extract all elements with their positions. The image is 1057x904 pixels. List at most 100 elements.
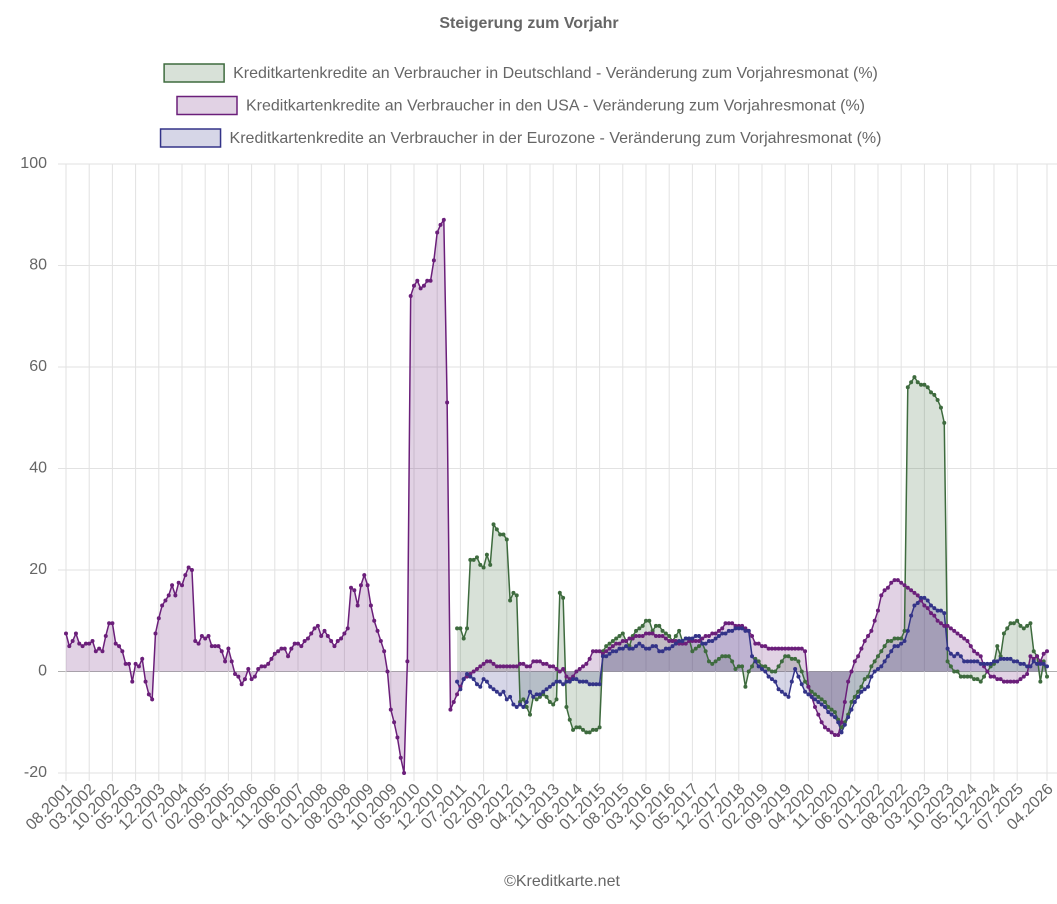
data-point xyxy=(1011,679,1016,684)
data-point xyxy=(209,644,214,649)
data-point xyxy=(474,682,479,687)
data-point xyxy=(342,631,347,636)
data-point xyxy=(279,646,284,651)
data-point xyxy=(362,573,367,578)
data-point xyxy=(849,669,854,674)
data-point xyxy=(126,661,131,666)
data-point xyxy=(690,636,695,641)
data-point xyxy=(929,603,934,608)
data-point xyxy=(647,618,652,623)
data-point xyxy=(1018,623,1023,628)
data-point xyxy=(345,626,350,631)
data-point xyxy=(90,639,95,644)
data-point xyxy=(829,712,834,717)
data-point xyxy=(1035,654,1040,659)
data-point xyxy=(481,677,486,682)
data-point xyxy=(488,562,493,567)
data-point xyxy=(561,595,566,600)
y-tick-label: 100 xyxy=(20,155,47,172)
data-point xyxy=(299,644,304,649)
data-point xyxy=(614,636,619,641)
data-point xyxy=(813,692,818,697)
data-point xyxy=(378,639,383,644)
data-point xyxy=(872,618,877,623)
data-point xyxy=(872,669,877,674)
data-point xyxy=(733,626,738,631)
data-point xyxy=(93,649,98,654)
data-point xyxy=(435,230,440,235)
data-point xyxy=(856,689,861,694)
data-point xyxy=(604,649,609,654)
data-point xyxy=(518,661,523,666)
data-point xyxy=(1008,621,1013,626)
data-point xyxy=(972,659,977,664)
data-point xyxy=(514,664,519,669)
data-point xyxy=(809,689,814,694)
data-point xyxy=(750,664,755,669)
data-point xyxy=(962,636,967,641)
data-point xyxy=(932,392,937,397)
data-point xyxy=(1015,679,1020,684)
data-point xyxy=(1041,661,1046,666)
data-point xyxy=(110,621,115,626)
data-point xyxy=(849,707,854,712)
data-point xyxy=(968,644,973,649)
data-point xyxy=(660,628,665,633)
data-point xyxy=(398,755,403,760)
data-point xyxy=(455,626,460,631)
data-point xyxy=(637,626,642,631)
data-point xyxy=(822,699,827,704)
data-point xyxy=(199,633,204,638)
data-point xyxy=(425,278,430,283)
data-point xyxy=(945,659,950,664)
data-point xyxy=(958,654,963,659)
data-point xyxy=(474,666,479,671)
data-point xyxy=(713,631,718,636)
data-point xyxy=(945,623,950,628)
data-point xyxy=(524,699,529,704)
data-point xyxy=(756,659,761,664)
data-point xyxy=(723,621,728,626)
data-point xyxy=(862,677,867,682)
data-point xyxy=(352,588,357,593)
data-point xyxy=(895,636,900,641)
data-point xyxy=(710,661,715,666)
data-point xyxy=(289,646,294,651)
data-point xyxy=(759,644,764,649)
data-point xyxy=(826,705,831,710)
data-point xyxy=(796,646,801,651)
data-point xyxy=(991,659,996,664)
data-point xyxy=(862,687,867,692)
data-point xyxy=(494,689,499,694)
data-point xyxy=(905,385,910,390)
data-point xyxy=(909,380,914,385)
data-point xyxy=(143,679,148,684)
data-point xyxy=(554,666,559,671)
data-point xyxy=(706,659,711,664)
y-tick-label: 40 xyxy=(29,460,47,477)
data-point xyxy=(832,715,837,720)
data-point xyxy=(720,626,725,631)
data-point xyxy=(650,644,655,649)
data-point xyxy=(262,664,267,669)
data-point xyxy=(564,705,569,710)
data-point xyxy=(929,390,934,395)
data-point xyxy=(783,654,788,659)
data-point xyxy=(813,697,818,702)
data-point xyxy=(882,588,887,593)
data-point xyxy=(700,636,705,641)
data-point xyxy=(607,646,612,651)
data-point xyxy=(955,669,960,674)
data-point xyxy=(948,626,953,631)
data-point xyxy=(736,664,741,669)
data-point xyxy=(866,684,871,689)
data-point xyxy=(1001,631,1006,636)
data-point xyxy=(113,641,118,646)
data-point xyxy=(657,633,662,638)
data-point xyxy=(634,633,639,638)
data-point xyxy=(428,278,433,283)
data-point xyxy=(743,684,748,689)
data-point xyxy=(643,646,648,651)
data-point xyxy=(610,649,615,654)
data-point xyxy=(590,727,595,732)
